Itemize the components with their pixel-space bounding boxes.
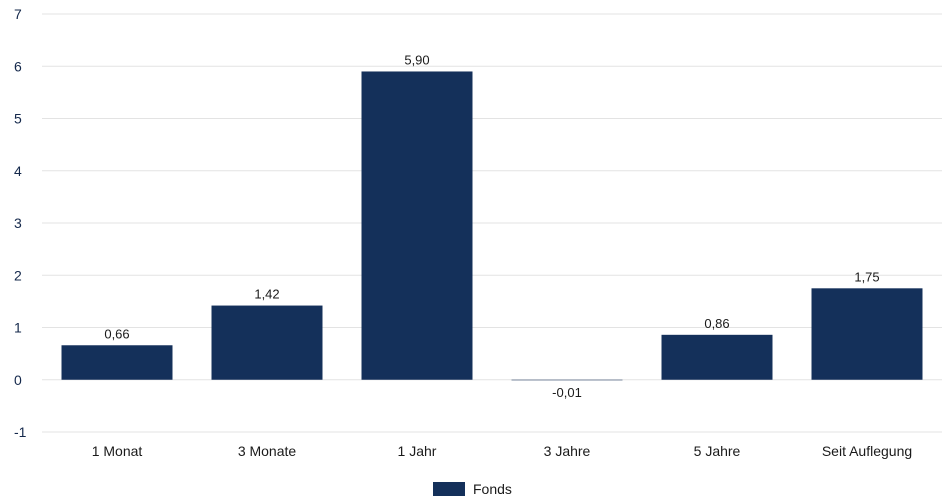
x-tick-label: 1 Monat	[92, 443, 143, 459]
x-tick-label: 3 Monate	[238, 443, 297, 459]
bar	[811, 288, 923, 380]
x-axis-ticks: 1 Monat 3 Monate 1 Jahr 3 Jahre 5 Jahre Seit …	[92, 443, 912, 459]
data-label: 0,86	[704, 316, 729, 331]
data-label: 1,42	[254, 287, 279, 302]
bar	[661, 334, 773, 380]
bar	[61, 345, 173, 380]
grid-lines	[42, 13, 942, 433]
bars	[61, 71, 923, 381]
y-tick-label: 3	[14, 215, 22, 231]
y-tick-label: 0	[14, 372, 22, 388]
legend: Fonds	[433, 481, 512, 497]
y-tick-label: 1	[14, 320, 22, 336]
legend-label-fonds: Fonds	[473, 481, 512, 497]
y-tick-label: 6	[14, 58, 22, 74]
x-tick-label: 5 Jahre	[694, 443, 741, 459]
y-tick-label: 7	[14, 6, 22, 22]
data-label: 5,90	[404, 52, 429, 67]
y-axis-ticks: -1 0 1 2 3 4 5 6 7	[14, 6, 27, 440]
bar	[211, 305, 323, 380]
data-label: 0,66	[104, 326, 129, 341]
data-labels: 0,66 1,42 5,90 -0,01 0,86 1,75	[104, 52, 879, 399]
x-tick-label: Seit Auflegung	[822, 443, 912, 459]
x-tick-label: 1 Jahr	[398, 443, 437, 459]
data-label: -0,01	[552, 385, 582, 400]
y-tick-label: -1	[14, 424, 27, 440]
legend-swatch-fonds	[433, 482, 465, 496]
y-tick-label: 2	[14, 267, 22, 283]
bar	[511, 379, 623, 381]
y-tick-label: 5	[14, 111, 22, 127]
bar	[361, 71, 473, 380]
data-label: 1,75	[854, 269, 879, 284]
bar-chart: -1 0 1 2 3 4 5 6 7 0,66 1,42 5,90 -0,01 0,86 1,75 1 M…	[14, 6, 942, 459]
x-tick-label: 3 Jahre	[544, 443, 591, 459]
y-tick-label: 4	[14, 163, 22, 179]
